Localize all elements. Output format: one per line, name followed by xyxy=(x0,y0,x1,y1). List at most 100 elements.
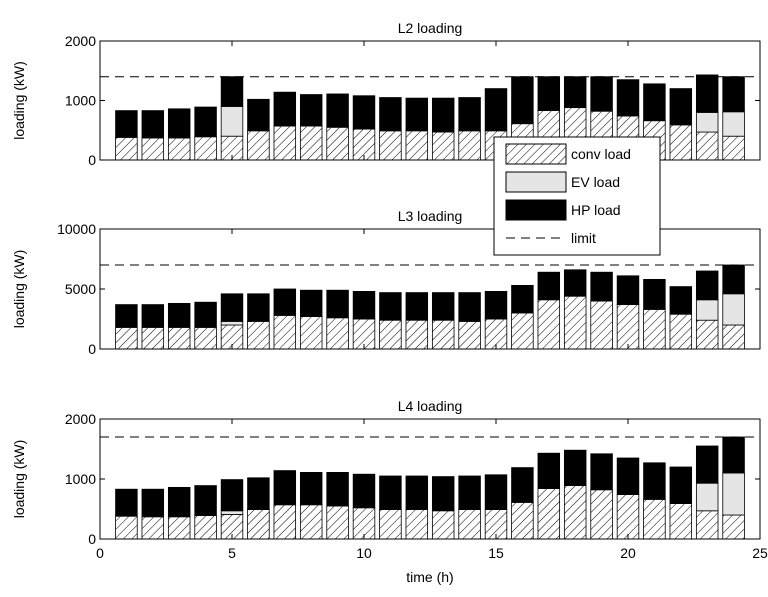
bar-conv-load-18 xyxy=(563,295,587,350)
bar-conv-load-9 xyxy=(326,505,349,540)
bar-conv-load-8 xyxy=(299,504,323,540)
bar-HP-load-7 xyxy=(273,91,297,127)
bar-HP-load-24 xyxy=(722,264,745,295)
bar-HP-load-10 xyxy=(352,473,376,509)
bar-conv-load-9 xyxy=(326,126,349,161)
legend-swatch-ev xyxy=(505,171,567,193)
y-tick-label: 2000 xyxy=(65,411,96,427)
bar-HP-load-3 xyxy=(167,486,191,518)
bar-HP-load-3 xyxy=(167,302,191,328)
bar-conv-load-21 xyxy=(643,308,666,350)
bar-HP-load-14 xyxy=(458,97,481,132)
y-tick-label: 0 xyxy=(88,531,96,547)
bar-HP-load-5 xyxy=(220,479,244,512)
bar-HP-load-8 xyxy=(299,471,323,506)
bar-conv-load-23 xyxy=(695,510,719,540)
bar-conv-load-11 xyxy=(379,509,402,540)
bar-conv-load-20 xyxy=(616,494,640,540)
bar-conv-load-21 xyxy=(643,498,666,540)
bar-EV-load-23 xyxy=(695,112,719,133)
bar-HP-load-2 xyxy=(141,304,165,328)
bar-HP-load-1 xyxy=(115,110,138,138)
bar-EV-load-5 xyxy=(220,510,244,515)
bar-conv-load-14 xyxy=(458,130,481,161)
bar-conv-load-20 xyxy=(616,304,640,350)
bar-HP-load-3 xyxy=(167,108,191,139)
panel-title: L2 loading xyxy=(398,20,463,36)
bar-HP-load-19 xyxy=(590,453,613,491)
bar-conv-load-3 xyxy=(167,326,191,350)
bar-conv-load-17 xyxy=(537,299,561,350)
bar-conv-load-16 xyxy=(511,312,534,350)
bar-HP-load-1 xyxy=(115,488,138,517)
bar-HP-load-21 xyxy=(643,462,666,500)
bar-HP-load-18 xyxy=(563,269,587,297)
bar-HP-load-6 xyxy=(247,293,270,322)
bar-HP-load-15 xyxy=(484,88,508,132)
bar-HP-load-9 xyxy=(326,289,349,319)
bar-HP-load-1 xyxy=(115,304,138,328)
bar-HP-load-17 xyxy=(537,76,561,112)
bar-conv-load-12 xyxy=(405,319,429,350)
legend-swatch-hp xyxy=(505,199,567,221)
y-tick-label: 1000 xyxy=(65,93,96,109)
bar-HP-load-11 xyxy=(379,97,402,132)
bar-HP-load-23 xyxy=(695,74,719,113)
bar-conv-load-7 xyxy=(273,314,297,350)
bar-HP-load-7 xyxy=(273,288,297,316)
bar-HP-load-7 xyxy=(273,470,297,506)
panel-title: L4 loading xyxy=(398,398,463,414)
x-tick-label: 20 xyxy=(620,545,636,561)
bar-conv-load-4 xyxy=(194,515,217,540)
bar-conv-load-3 xyxy=(167,516,191,540)
bar-HP-load-9 xyxy=(326,93,349,128)
bar-HP-load-17 xyxy=(537,452,561,490)
y-axis-label: loading (kW) xyxy=(11,61,27,140)
bar-conv-load-6 xyxy=(247,509,270,540)
bar-HP-load-8 xyxy=(299,289,323,318)
bar-conv-load-1 xyxy=(115,136,138,161)
bar-EV-load-24 xyxy=(722,472,745,516)
bar-conv-load-18 xyxy=(563,485,587,540)
panel-1: L2 loading 0 1000 2000 loading (kW) xyxy=(11,20,761,168)
bar-HP-load-10 xyxy=(352,95,376,130)
bar-HP-load-13 xyxy=(431,292,455,321)
legend: conv load EV load HP load limit xyxy=(493,136,661,256)
bar-HP-load-4 xyxy=(194,301,217,328)
bar-conv-load-19 xyxy=(590,300,613,350)
bar-conv-load-4 xyxy=(194,136,217,161)
bar-HP-load-11 xyxy=(379,292,402,321)
bar-conv-load-4 xyxy=(194,326,217,350)
bar-conv-load-6 xyxy=(247,130,270,161)
bar-HP-load-12 xyxy=(405,292,429,321)
bar-EV-load-24 xyxy=(722,111,745,137)
y-tick-label: 1000 xyxy=(65,471,96,487)
bar-conv-load-22 xyxy=(669,124,693,161)
y-tick-label: 5000 xyxy=(65,281,96,297)
bar-conv-load-14 xyxy=(458,509,481,540)
bar-HP-load-17 xyxy=(537,271,561,301)
panel-title: L3 loading xyxy=(398,208,463,224)
bar-HP-load-6 xyxy=(247,477,270,510)
bar-conv-load-2 xyxy=(141,516,165,540)
bar-conv-load-23 xyxy=(695,319,719,350)
bar-conv-load-7 xyxy=(273,125,297,161)
x-tick-label: 10 xyxy=(356,545,372,561)
bar-conv-load-2 xyxy=(141,326,165,350)
x-axis-label: time (h) xyxy=(406,569,453,585)
bar-conv-load-17 xyxy=(537,488,561,540)
bar-HP-load-13 xyxy=(431,97,455,133)
bar-HP-load-5 xyxy=(220,293,244,322)
bar-HP-load-24 xyxy=(722,436,745,474)
bar-EV-load-5 xyxy=(220,320,244,326)
bar-conv-load-1 xyxy=(115,326,138,350)
bar-HP-load-22 xyxy=(669,466,693,504)
bar-conv-load-13 xyxy=(431,510,455,540)
legend-swatch-conv xyxy=(505,143,567,165)
bar-HP-load-4 xyxy=(194,106,217,138)
bar-conv-load-3 xyxy=(167,137,191,161)
bar-conv-load-23 xyxy=(695,131,719,161)
bar-HP-load-12 xyxy=(405,97,429,132)
bar-HP-load-22 xyxy=(669,286,693,315)
